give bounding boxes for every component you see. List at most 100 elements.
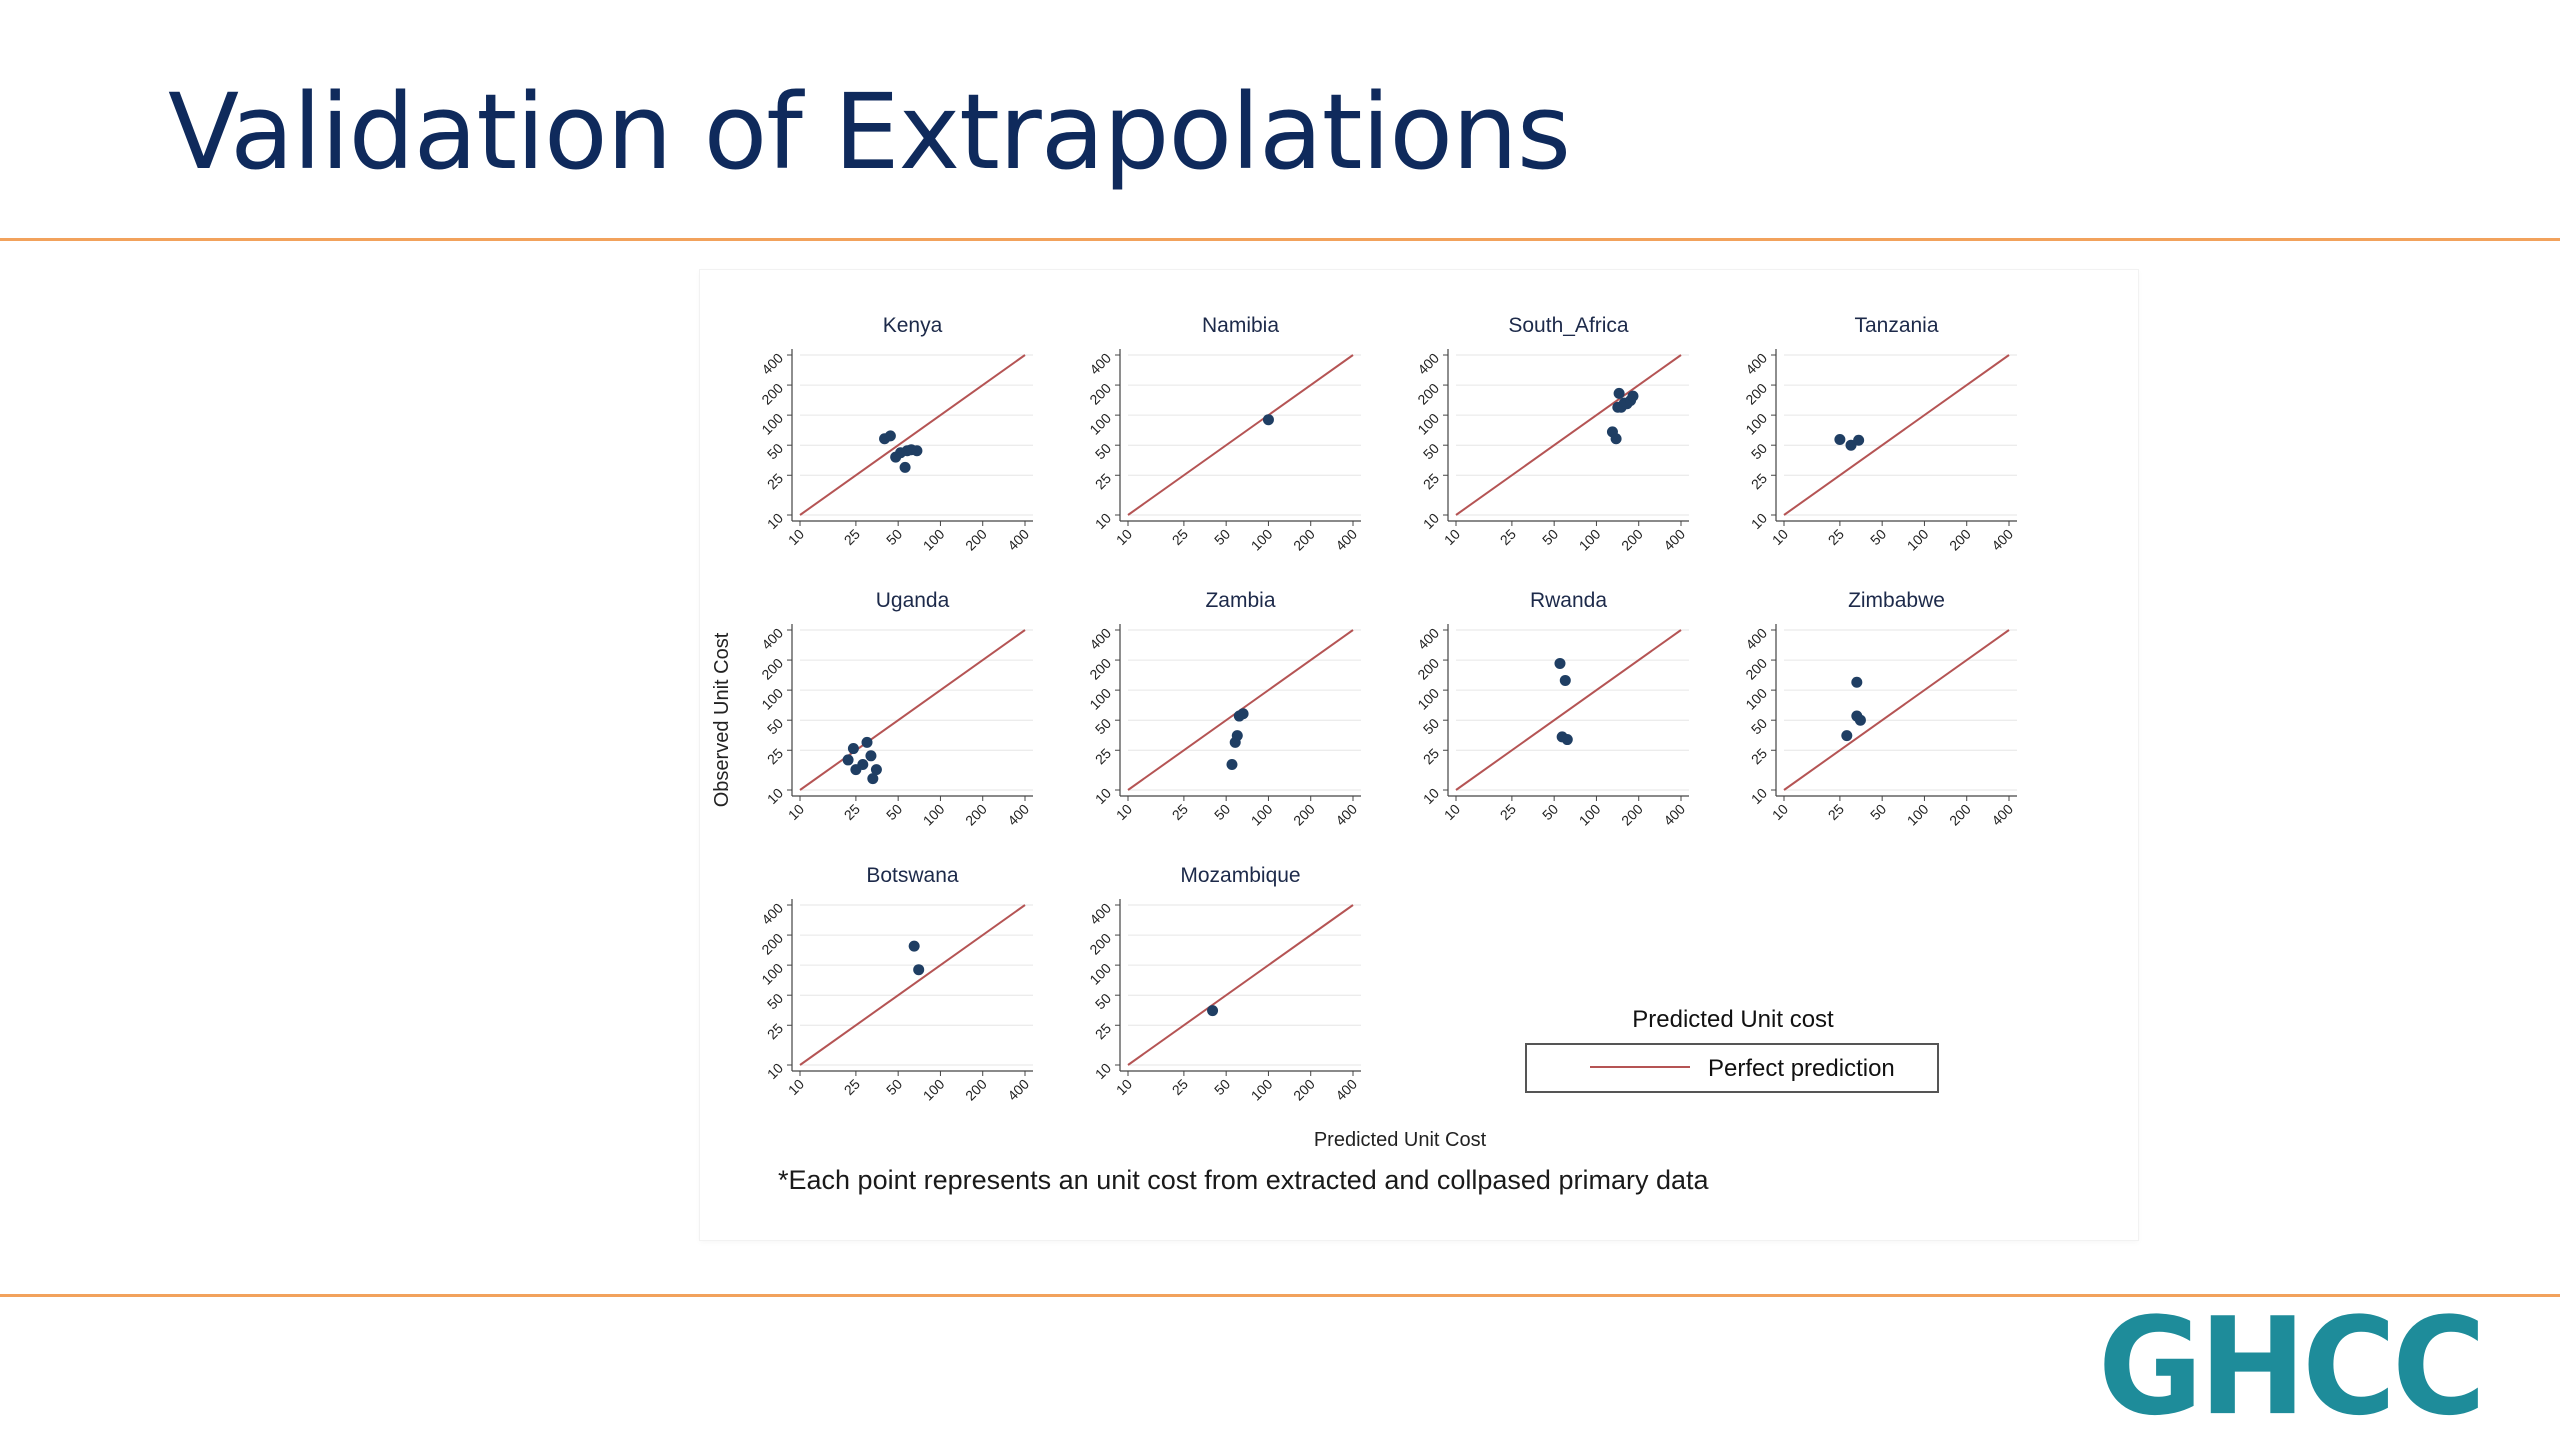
x-tick-label: 400: [1332, 1076, 1360, 1104]
data-point: [884, 430, 896, 442]
x-tick-label: 100: [1576, 526, 1604, 554]
perfect-prediction-line: [799, 629, 1026, 791]
y-tick-label: 200: [758, 655, 786, 683]
y-tick-label: 200: [758, 380, 786, 408]
x-tick-label: 25: [1169, 801, 1191, 823]
y-tick-label: 100: [1742, 410, 1770, 438]
header-divider: [0, 238, 2560, 241]
x-tick-label: 50: [1539, 801, 1561, 823]
x-tick-label: 10: [1769, 801, 1791, 823]
x-tick-label: 100: [920, 526, 948, 554]
data-point: [913, 964, 925, 976]
y-tick-label: 100: [1742, 685, 1770, 713]
y-tick-label: 100: [1086, 410, 1114, 438]
figure-panel: Kenya 10 25 50 100 200 400 10 25 50 100 200 400 Namib…: [700, 270, 2138, 1240]
x-tick-label: 50: [1211, 801, 1233, 823]
y-tick-label: 50: [1092, 990, 1114, 1012]
x-tick-label: 200: [962, 1076, 990, 1104]
x-tick-label: 100: [1904, 801, 1932, 829]
panel-title: Uganda: [876, 589, 950, 612]
perfect-prediction-line: [1783, 354, 2010, 516]
y-tick-label: 10: [1420, 510, 1442, 532]
y-tick-label: 25: [1420, 745, 1442, 767]
x-tick-label: 200: [1946, 801, 1974, 829]
x-tick-label: 100: [1248, 801, 1276, 829]
x-tick-label: 100: [1904, 526, 1932, 554]
panel-title: Namibia: [1202, 314, 1279, 337]
panel-title: Mozambique: [1180, 864, 1300, 887]
panel-title: Botswana: [866, 864, 959, 887]
data-point: [1853, 434, 1865, 446]
y-tick-label: 25: [1092, 745, 1114, 767]
y-tick-label: 200: [1414, 655, 1442, 683]
y-tick-label: 400: [1742, 625, 1770, 653]
y-tick-label: 400: [758, 900, 786, 928]
y-tick-label: 50: [1420, 440, 1442, 462]
x-tick-label: 100: [920, 1076, 948, 1104]
x-tick-label: 200: [1290, 526, 1318, 554]
x-tick-label: 50: [1211, 526, 1233, 548]
x-tick-label: 50: [1867, 526, 1889, 548]
x-tick-label: 25: [1497, 801, 1519, 823]
x-tick-label: 200: [1290, 801, 1318, 829]
x-tick-label: 25: [1169, 526, 1191, 548]
y-tick-label: 10: [1092, 1060, 1114, 1082]
x-tick-label: 10: [785, 1076, 807, 1098]
perfect-prediction-line: [799, 354, 1026, 516]
x-tick-label: 400: [1004, 1076, 1032, 1104]
y-tick-label: 50: [1420, 715, 1442, 737]
footer-divider: [0, 1294, 2560, 1297]
y-tick-label: 400: [1414, 350, 1442, 378]
x-tick-label: 25: [1825, 801, 1847, 823]
data-point: [847, 743, 859, 755]
x-tick-label: 200: [962, 526, 990, 554]
y-tick-label: 50: [1092, 440, 1114, 462]
data-point: [1627, 390, 1639, 402]
data-point: [899, 461, 911, 473]
legend-perfect-prediction-label: Perfect prediction: [1708, 1055, 1895, 1082]
y-tick-label: 100: [1086, 685, 1114, 713]
panel-title: South_Africa: [1508, 314, 1629, 337]
perfect-prediction-line: [799, 904, 1026, 1066]
y-tick-label: 25: [1748, 745, 1770, 767]
y-tick-label: 25: [764, 745, 786, 767]
perfect-prediction-line: [1127, 904, 1354, 1066]
x-tick-label: 400: [1660, 526, 1688, 554]
x-tick-label: 25: [1169, 1076, 1191, 1098]
panel-title: Kenya: [883, 314, 943, 337]
data-point: [1559, 674, 1571, 686]
data-point: [1207, 1005, 1219, 1017]
data-point: [861, 736, 873, 748]
x-tick-label: 200: [1618, 526, 1646, 554]
panel-title: Zimbabwe: [1848, 589, 1945, 612]
x-tick-label: 200: [1946, 526, 1974, 554]
y-tick-label: 25: [1092, 470, 1114, 492]
data-point: [1226, 759, 1238, 771]
y-tick-label: 100: [1414, 685, 1442, 713]
y-axis-label: Observed Unit Cost: [711, 632, 733, 807]
y-tick-label: 100: [758, 410, 786, 438]
x-tick-label: 25: [1497, 526, 1519, 548]
x-tick-label: 25: [1825, 526, 1847, 548]
y-tick-label: 400: [758, 625, 786, 653]
x-axis-label: Predicted Unit Cost: [1314, 1129, 1487, 1151]
legend-title: Predicted Unit cost: [1632, 1006, 1834, 1033]
y-tick-label: 10: [1420, 785, 1442, 807]
ghcc-logo: GHCC: [2098, 1289, 2486, 1445]
y-tick-label: 10: [1092, 510, 1114, 532]
y-tick-label: 50: [764, 440, 786, 462]
x-tick-label: 200: [1618, 801, 1646, 829]
data-point: [865, 750, 877, 762]
y-tick-label: 100: [758, 685, 786, 713]
x-tick-label: 25: [841, 801, 863, 823]
data-point: [1841, 730, 1853, 742]
